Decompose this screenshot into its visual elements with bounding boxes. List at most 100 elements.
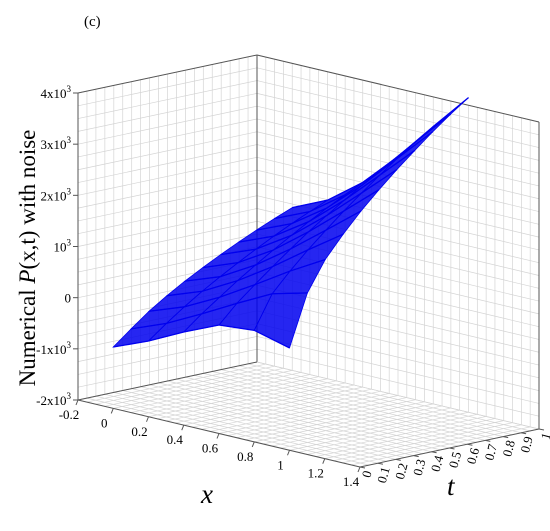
floor-grid — [77, 361, 540, 468]
back-wall-gridline — [256, 297, 540, 366]
t-tick-label: 0.5 — [446, 450, 465, 470]
t-tick-label: 0.7 — [481, 442, 500, 462]
z-axis-label-func: P — [15, 269, 40, 284]
frame-edge — [256, 54, 540, 123]
back-wall-gridline — [256, 310, 540, 379]
x-tick-label: 0 — [101, 415, 108, 430]
t-tick-mark — [359, 466, 366, 469]
floor-gridline — [113, 392, 396, 460]
x-tick-mark — [181, 424, 185, 431]
surface-line — [184, 210, 362, 282]
z-tick-label: 3x103 — [41, 135, 72, 152]
z-tick-exponent: 3 — [67, 238, 72, 248]
back-wall-gridline — [256, 182, 540, 251]
t-tick-mark — [538, 428, 545, 431]
x-tick-mark — [75, 399, 79, 406]
surface-line — [113, 324, 290, 349]
z-tick-label: -2x103 — [36, 391, 71, 408]
t-tick-mark — [485, 439, 491, 442]
t-tick-mark — [503, 436, 509, 439]
z-tick-exponent: 3 — [67, 340, 72, 350]
floor-gridline — [140, 386, 423, 455]
back-wall-gridline — [256, 156, 540, 225]
t-tick-label: 0.9 — [517, 435, 536, 455]
floor-gridline — [95, 395, 378, 464]
surface-line — [292, 97, 469, 209]
z-tick-exponent: 3 — [67, 135, 72, 145]
x-tick-mark — [287, 450, 290, 456]
x-tick-label: 1 — [277, 457, 284, 472]
z-tick-exponent: 3 — [67, 84, 72, 94]
floor-gridline — [194, 374, 477, 443]
surface-mesh — [112, 97, 469, 349]
z-tick-label: -1x103 — [36, 340, 71, 357]
z-axis-label-args: (x,t) — [15, 230, 40, 270]
t-tick-label: 0.8 — [499, 439, 518, 459]
t-tick-mark — [395, 458, 401, 461]
z-tick-base: 0 — [65, 291, 72, 306]
floor-gridline — [221, 369, 504, 437]
floor-gridline — [230, 367, 513, 436]
z-tick-exponent: 3 — [67, 391, 72, 401]
t-tick-label: 0.2 — [392, 461, 411, 481]
back-wall-gridline — [256, 348, 540, 417]
z-tick-label: 0 — [65, 291, 72, 306]
x-tick-label: 0.6 — [202, 441, 219, 456]
frame-edge — [77, 361, 258, 401]
x-tick-mark — [146, 416, 149, 422]
z-tick-base: -1x10 — [36, 342, 66, 357]
floor-gridline — [131, 388, 414, 456]
z-tick-base: 4x10 — [41, 86, 67, 101]
surface-line — [202, 189, 380, 269]
z-axis-label-prefix: Numerical — [15, 283, 40, 387]
z-tick-label: 103 — [54, 238, 72, 255]
back-wall-gridline — [256, 323, 540, 391]
z-tick-base: 2x10 — [41, 188, 67, 203]
floor-gridline — [158, 382, 441, 451]
back-wall-gridline — [256, 118, 540, 187]
floor-gridline — [122, 390, 405, 458]
x-tick-label: 0.8 — [237, 449, 253, 464]
floor-gridline — [86, 397, 370, 466]
floor-gridline — [247, 363, 531, 432]
x-tick-mark — [322, 458, 326, 464]
back-wall-gridline — [256, 93, 540, 161]
z-tick-base: 3x10 — [41, 137, 67, 152]
t-tick-label: 0.4 — [428, 453, 447, 473]
back-wall-gridline — [256, 80, 540, 148]
x-tick-mark — [251, 441, 255, 448]
back-wall-gridline — [256, 169, 540, 238]
floor-gridline — [167, 380, 450, 449]
x-tick-label: 0.4 — [167, 432, 184, 447]
surface-line — [220, 169, 398, 256]
surface-line — [256, 131, 434, 231]
t-tick-mark — [467, 443, 473, 446]
t-tick-mark — [413, 455, 419, 458]
floor-gridline — [203, 373, 486, 441]
t-tick-mark — [431, 451, 437, 454]
t-tick-label: 0 — [359, 469, 375, 479]
x-tick-mark — [216, 433, 220, 439]
z-tick-base: -2x10 — [36, 393, 66, 408]
t-tick-label: 0.6 — [463, 446, 482, 466]
x-tick-label: 1.2 — [308, 466, 324, 481]
x-tick-mark — [110, 408, 114, 414]
t-tick-label: 0.3 — [410, 458, 429, 478]
back-wall-gridline — [256, 67, 540, 136]
surface-line — [166, 233, 344, 297]
x-tick-mark — [357, 466, 361, 473]
z-tick-label: 4x103 — [41, 84, 72, 101]
floor-gridline — [212, 371, 495, 439]
t-axis-label: t — [447, 471, 456, 501]
surface-line — [238, 149, 416, 243]
t-tick-mark — [377, 462, 383, 465]
x-axis-label: x — [200, 479, 213, 509]
t-tick-mark — [521, 432, 527, 435]
floor-gridline — [185, 376, 468, 445]
z-tick-exponent: 3 — [67, 186, 72, 196]
t-tick-label: 0.1 — [374, 465, 393, 485]
floor-gridline — [104, 393, 387, 462]
z-tick-label: 2x103 — [41, 186, 72, 203]
